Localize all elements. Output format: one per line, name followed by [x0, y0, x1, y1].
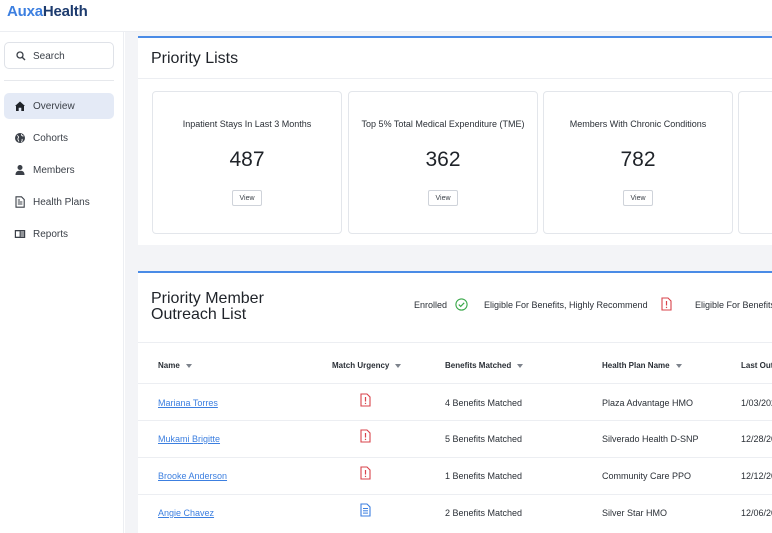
last-outreach: 1/03/2023 — [741, 398, 772, 408]
globe-icon — [15, 133, 25, 143]
sidebar-item-reports[interactable]: Reports — [4, 221, 114, 247]
stat-label: Top 5% Total Medical Expenditure (TME) — [361, 119, 525, 129]
member-name-link[interactable]: Angie Chavez — [158, 508, 215, 518]
benefits-matched: 5 Benefits Matched — [445, 434, 523, 444]
sidebar-item-overview[interactable]: Overview — [4, 93, 114, 119]
priority-lists-card: Priority Lists Inpatient Stays In Last 3… — [138, 36, 772, 245]
health-plan-name: Community Care PPO — [602, 471, 692, 481]
stat-card-partial — [738, 91, 772, 234]
row-divider — [138, 420, 772, 421]
sort-caret-icon — [395, 363, 402, 368]
legend-label: Eligible For Benefits, Highly Recommend — [484, 300, 648, 310]
logo-part-2: Health — [42, 3, 88, 20]
outreach-title: Priority Member Outreach List — [151, 290, 264, 323]
member-name-link[interactable]: Brooke Anderson — [158, 471, 228, 481]
column-header-name[interactable]: Name — [158, 361, 192, 370]
sort-caret-icon — [517, 363, 524, 368]
last-outreach: 12/28/2022 — [741, 434, 772, 444]
alert-tag-icon[interactable] — [360, 393, 371, 407]
home-icon — [15, 101, 25, 111]
view-button[interactable]: View — [232, 190, 262, 206]
outreach-card: Priority Member Outreach List Enrolled E… — [138, 271, 772, 533]
health-plan-name: Silverado Health D-SNP — [602, 434, 699, 444]
check-circle-icon — [455, 298, 468, 311]
sidebar-item-label: Cohorts — [33, 133, 69, 144]
document-icon — [15, 196, 25, 208]
alert-tag-icon — [661, 297, 672, 311]
health-plan-name: Silver Star HMO — [602, 508, 668, 518]
column-header-health-plan[interactable]: Health Plan Name — [602, 361, 682, 370]
sidebar-divider — [4, 80, 114, 81]
legend-label: Eligible For Benefits — [695, 300, 772, 310]
stat-value: 782 — [620, 148, 656, 171]
row-divider — [138, 494, 772, 495]
last-outreach: 12/12/2022 — [741, 471, 772, 481]
divider — [138, 78, 772, 79]
column-header-label: Last Outreach — [741, 361, 772, 370]
stat-label: Members With Chronic Conditions — [569, 119, 707, 129]
column-header-label: Benefits Matched — [445, 361, 512, 370]
divider — [138, 342, 772, 343]
sidebar-item-label: Members — [33, 165, 75, 176]
column-header-label: Match Urgency — [332, 361, 390, 370]
search-icon — [16, 51, 26, 61]
search-box[interactable] — [4, 42, 114, 69]
sidebar: Overview Cohorts Members Health Plans — [0, 32, 124, 533]
sidebar-item-members[interactable]: Members — [4, 157, 114, 183]
logo-part-1: Auxa — [7, 3, 43, 20]
column-header-label: Name — [158, 361, 180, 370]
report-icon — [14, 230, 26, 238]
row-divider — [138, 383, 772, 384]
row-divider — [138, 457, 772, 458]
person-icon — [15, 165, 25, 175]
view-button[interactable]: View — [623, 190, 653, 206]
app-logo[interactable]: AuxaHealth — [7, 3, 88, 20]
sort-caret-icon — [675, 363, 682, 368]
sidebar-item-label: Overview — [33, 101, 75, 112]
benefits-matched: 2 Benefits Matched — [445, 508, 523, 518]
column-header-last-outreach[interactable]: Last Outreach — [741, 361, 772, 370]
sort-caret-icon — [185, 363, 192, 368]
member-name-link[interactable]: Mukami Brigitte — [158, 434, 221, 444]
sidebar-item-label: Health Plans — [33, 197, 90, 208]
priority-lists-title: Priority Lists — [151, 50, 239, 67]
top-bar: AuxaHealth — [0, 0, 772, 32]
stat-value: 362 — [425, 148, 461, 171]
stat-card-top-tme: Top 5% Total Medical Expenditure (TME) 3… — [348, 91, 538, 234]
column-header-benefits-matched[interactable]: Benefits Matched — [445, 361, 524, 370]
legend-label: Enrolled — [414, 300, 448, 310]
legend-eligible: Eligible For Benefits — [695, 300, 772, 310]
stat-label: Inpatient Stays In Last 3 Months — [182, 119, 312, 129]
main-content[interactable]: Priority Lists Inpatient Stays In Last 3… — [125, 32, 772, 533]
sidebar-item-health-plans[interactable]: Health Plans — [4, 189, 114, 215]
benefits-matched: 1 Benefits Matched — [445, 471, 523, 481]
health-plan-name: Plaza Advantage HMO — [602, 398, 694, 408]
sidebar-item-label: Reports — [33, 229, 69, 240]
info-document-icon[interactable] — [360, 503, 371, 517]
member-name-link[interactable]: Mariana Torres — [158, 398, 218, 408]
sidebar-item-cohorts[interactable]: Cohorts — [4, 125, 114, 151]
stat-value: 487 — [229, 148, 265, 171]
stat-card-inpatient-stays: Inpatient Stays In Last 3 Months 487 Vie… — [152, 91, 342, 234]
alert-tag-icon[interactable] — [360, 466, 371, 480]
stat-card-chronic-conditions: Members With Chronic Conditions 782 View — [543, 91, 733, 234]
last-outreach: 12/06/2022 — [741, 508, 772, 518]
legend-highly-recommend: Eligible For Benefits, Highly Recommend — [484, 297, 672, 311]
benefits-matched: 4 Benefits Matched — [445, 398, 523, 408]
alert-tag-icon[interactable] — [360, 429, 371, 443]
column-header-match-urgency[interactable]: Match Urgency — [332, 361, 402, 370]
column-header-label: Health Plan Name — [602, 361, 670, 370]
legend-enrolled: Enrolled — [414, 298, 468, 311]
search-input[interactable] — [33, 48, 109, 64]
view-button[interactable]: View — [428, 190, 458, 206]
